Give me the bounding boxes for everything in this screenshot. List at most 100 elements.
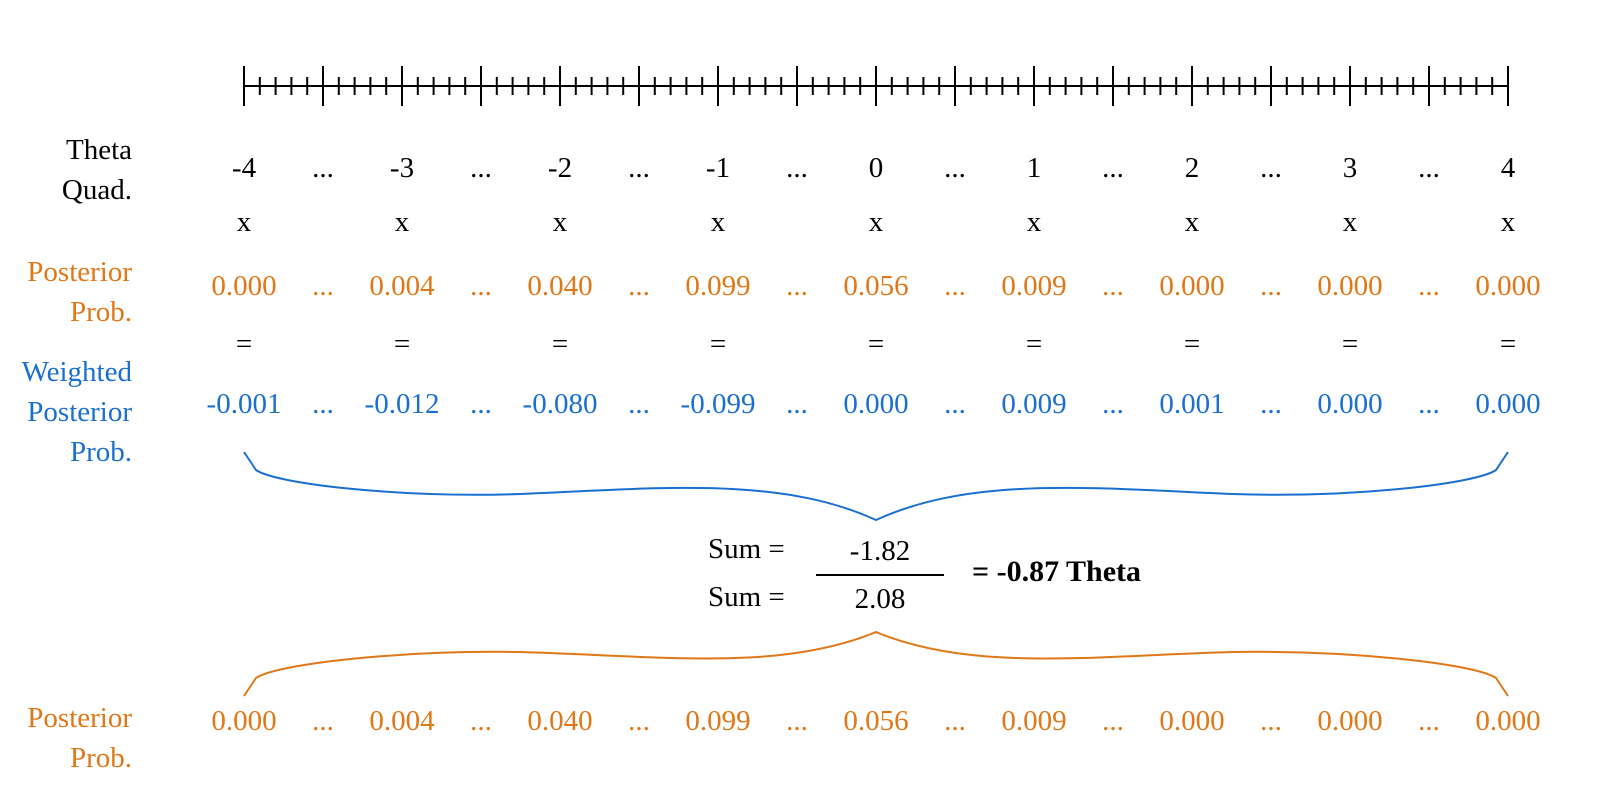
- posterior-value: 0.000: [1475, 270, 1541, 302]
- weighted-value: 0.000: [843, 388, 909, 420]
- theta-value: 0: [868, 152, 884, 184]
- weighted-value: 0.000: [1317, 388, 1383, 420]
- ellipsis: ...: [1102, 705, 1124, 737]
- ellipsis: ...: [312, 388, 334, 420]
- equals-symbol: =: [1341, 328, 1359, 360]
- ellipsis: ...: [1260, 152, 1282, 184]
- posterior-value-bottom: 0.000: [1159, 705, 1225, 737]
- weighted-sum-brace: [243, 451, 1509, 522]
- weighted-posterior-prob-label: Weighted Posterior Prob.: [21, 356, 132, 468]
- weighted-value: 0.009: [1001, 388, 1067, 420]
- ellipsis: ...: [786, 388, 808, 420]
- result-text: = -0.87 Theta: [972, 555, 1142, 588]
- weighted-value: -0.001: [206, 388, 282, 420]
- ellipsis: ...: [470, 152, 492, 184]
- posterior-value: 0.000: [211, 270, 277, 302]
- ellipsis: ...: [1102, 152, 1124, 184]
- ellipsis: ...: [1260, 705, 1282, 737]
- posterior-value-bottom: 0.009: [1001, 705, 1067, 737]
- times-symbol: x: [868, 206, 884, 238]
- ellipsis: ...: [944, 152, 966, 184]
- theta-value: 4: [1500, 152, 1516, 184]
- numerator: -1.82: [849, 535, 911, 567]
- posterior-value: 0.000: [1317, 270, 1383, 302]
- weighted-value: 0.001: [1159, 388, 1225, 420]
- posterior-sum-brace: [243, 630, 1509, 697]
- theta-value: 2: [1184, 152, 1200, 184]
- posterior-value: 0.000: [1159, 270, 1225, 302]
- posterior-value-bottom: 0.056: [843, 705, 909, 737]
- posterior-value-bottom: 0.000: [211, 705, 277, 737]
- posterior-value-bottom: 0.040: [527, 705, 593, 737]
- ellipsis: ...: [786, 152, 808, 184]
- posterior-value-bottom: 0.000: [1317, 705, 1383, 737]
- weighted-value: 0.000: [1475, 388, 1541, 420]
- theta-value: 1: [1026, 152, 1042, 184]
- weighted-value: -0.099: [680, 388, 756, 420]
- posterior-value: 0.004: [369, 270, 435, 302]
- times-symbol: x: [710, 206, 726, 238]
- ellipsis: ...: [944, 270, 966, 302]
- posterior-value: 0.056: [843, 270, 909, 302]
- equals-symbol: =: [1183, 328, 1201, 360]
- ellipsis: ...: [470, 705, 492, 737]
- ellipsis: ...: [312, 705, 334, 737]
- posterior-value-bottom: 0.004: [369, 705, 435, 737]
- ellipsis: ...: [628, 705, 650, 737]
- equals-symbol: =: [393, 328, 411, 360]
- ellipsis: ...: [1418, 152, 1440, 184]
- equals-symbol: =: [1499, 328, 1517, 360]
- theta-value: 3: [1342, 152, 1358, 184]
- equals-symbol: =: [867, 328, 885, 360]
- times-symbol: x: [1026, 206, 1042, 238]
- ellipsis: ...: [312, 270, 334, 302]
- ellipsis: ...: [1260, 388, 1282, 420]
- equals-symbol: =: [235, 328, 253, 360]
- ellipsis: ...: [786, 270, 808, 302]
- ellipsis: ...: [1418, 388, 1440, 420]
- posterior-prob-label: Posterior Prob.: [27, 256, 132, 328]
- ellipsis: ...: [1418, 270, 1440, 302]
- theta-value: -2: [547, 152, 573, 184]
- ellipsis: ...: [944, 388, 966, 420]
- times-symbol: x: [1342, 206, 1358, 238]
- times-symbol: x: [1500, 206, 1516, 238]
- posterior-value: 0.099: [685, 270, 751, 302]
- theta-quad-label: Theta Quad.: [61, 134, 132, 206]
- equals-symbol: =: [551, 328, 569, 360]
- sum-label-bottom: Sum =: [708, 581, 785, 613]
- ellipsis: ...: [312, 152, 334, 184]
- equals-symbol: =: [709, 328, 727, 360]
- times-symbol: x: [552, 206, 568, 238]
- denominator: 2.08: [854, 583, 906, 615]
- ellipsis: ...: [1102, 270, 1124, 302]
- ellipsis: ...: [944, 705, 966, 737]
- ellipsis: ...: [628, 388, 650, 420]
- posterior-prob-bottom-label: Posterior Prob.: [27, 702, 132, 774]
- ellipsis: ...: [628, 270, 650, 302]
- ellipsis: ...: [628, 152, 650, 184]
- posterior-value: 0.040: [527, 270, 593, 302]
- posterior-value-bottom: 0.099: [685, 705, 751, 737]
- ellipsis: ...: [786, 705, 808, 737]
- theta-value: -4: [231, 152, 257, 184]
- weighted-value: -0.080: [522, 388, 598, 420]
- theta-value: -1: [705, 152, 731, 184]
- weighted-value: -0.012: [364, 388, 440, 420]
- ellipsis: ...: [1418, 705, 1440, 737]
- posterior-value: 0.009: [1001, 270, 1067, 302]
- times-symbol: x: [236, 206, 252, 238]
- theta-value: -3: [389, 152, 415, 184]
- ellipsis: ...: [470, 388, 492, 420]
- ellipsis: ...: [470, 270, 492, 302]
- times-symbol: x: [1184, 206, 1200, 238]
- equals-symbol: =: [1025, 328, 1043, 360]
- sum-label-top: Sum =: [708, 533, 785, 565]
- ellipsis: ...: [1102, 388, 1124, 420]
- ellipsis: ...: [1260, 270, 1282, 302]
- times-symbol: x: [394, 206, 410, 238]
- posterior-value-bottom: 0.000: [1475, 705, 1541, 737]
